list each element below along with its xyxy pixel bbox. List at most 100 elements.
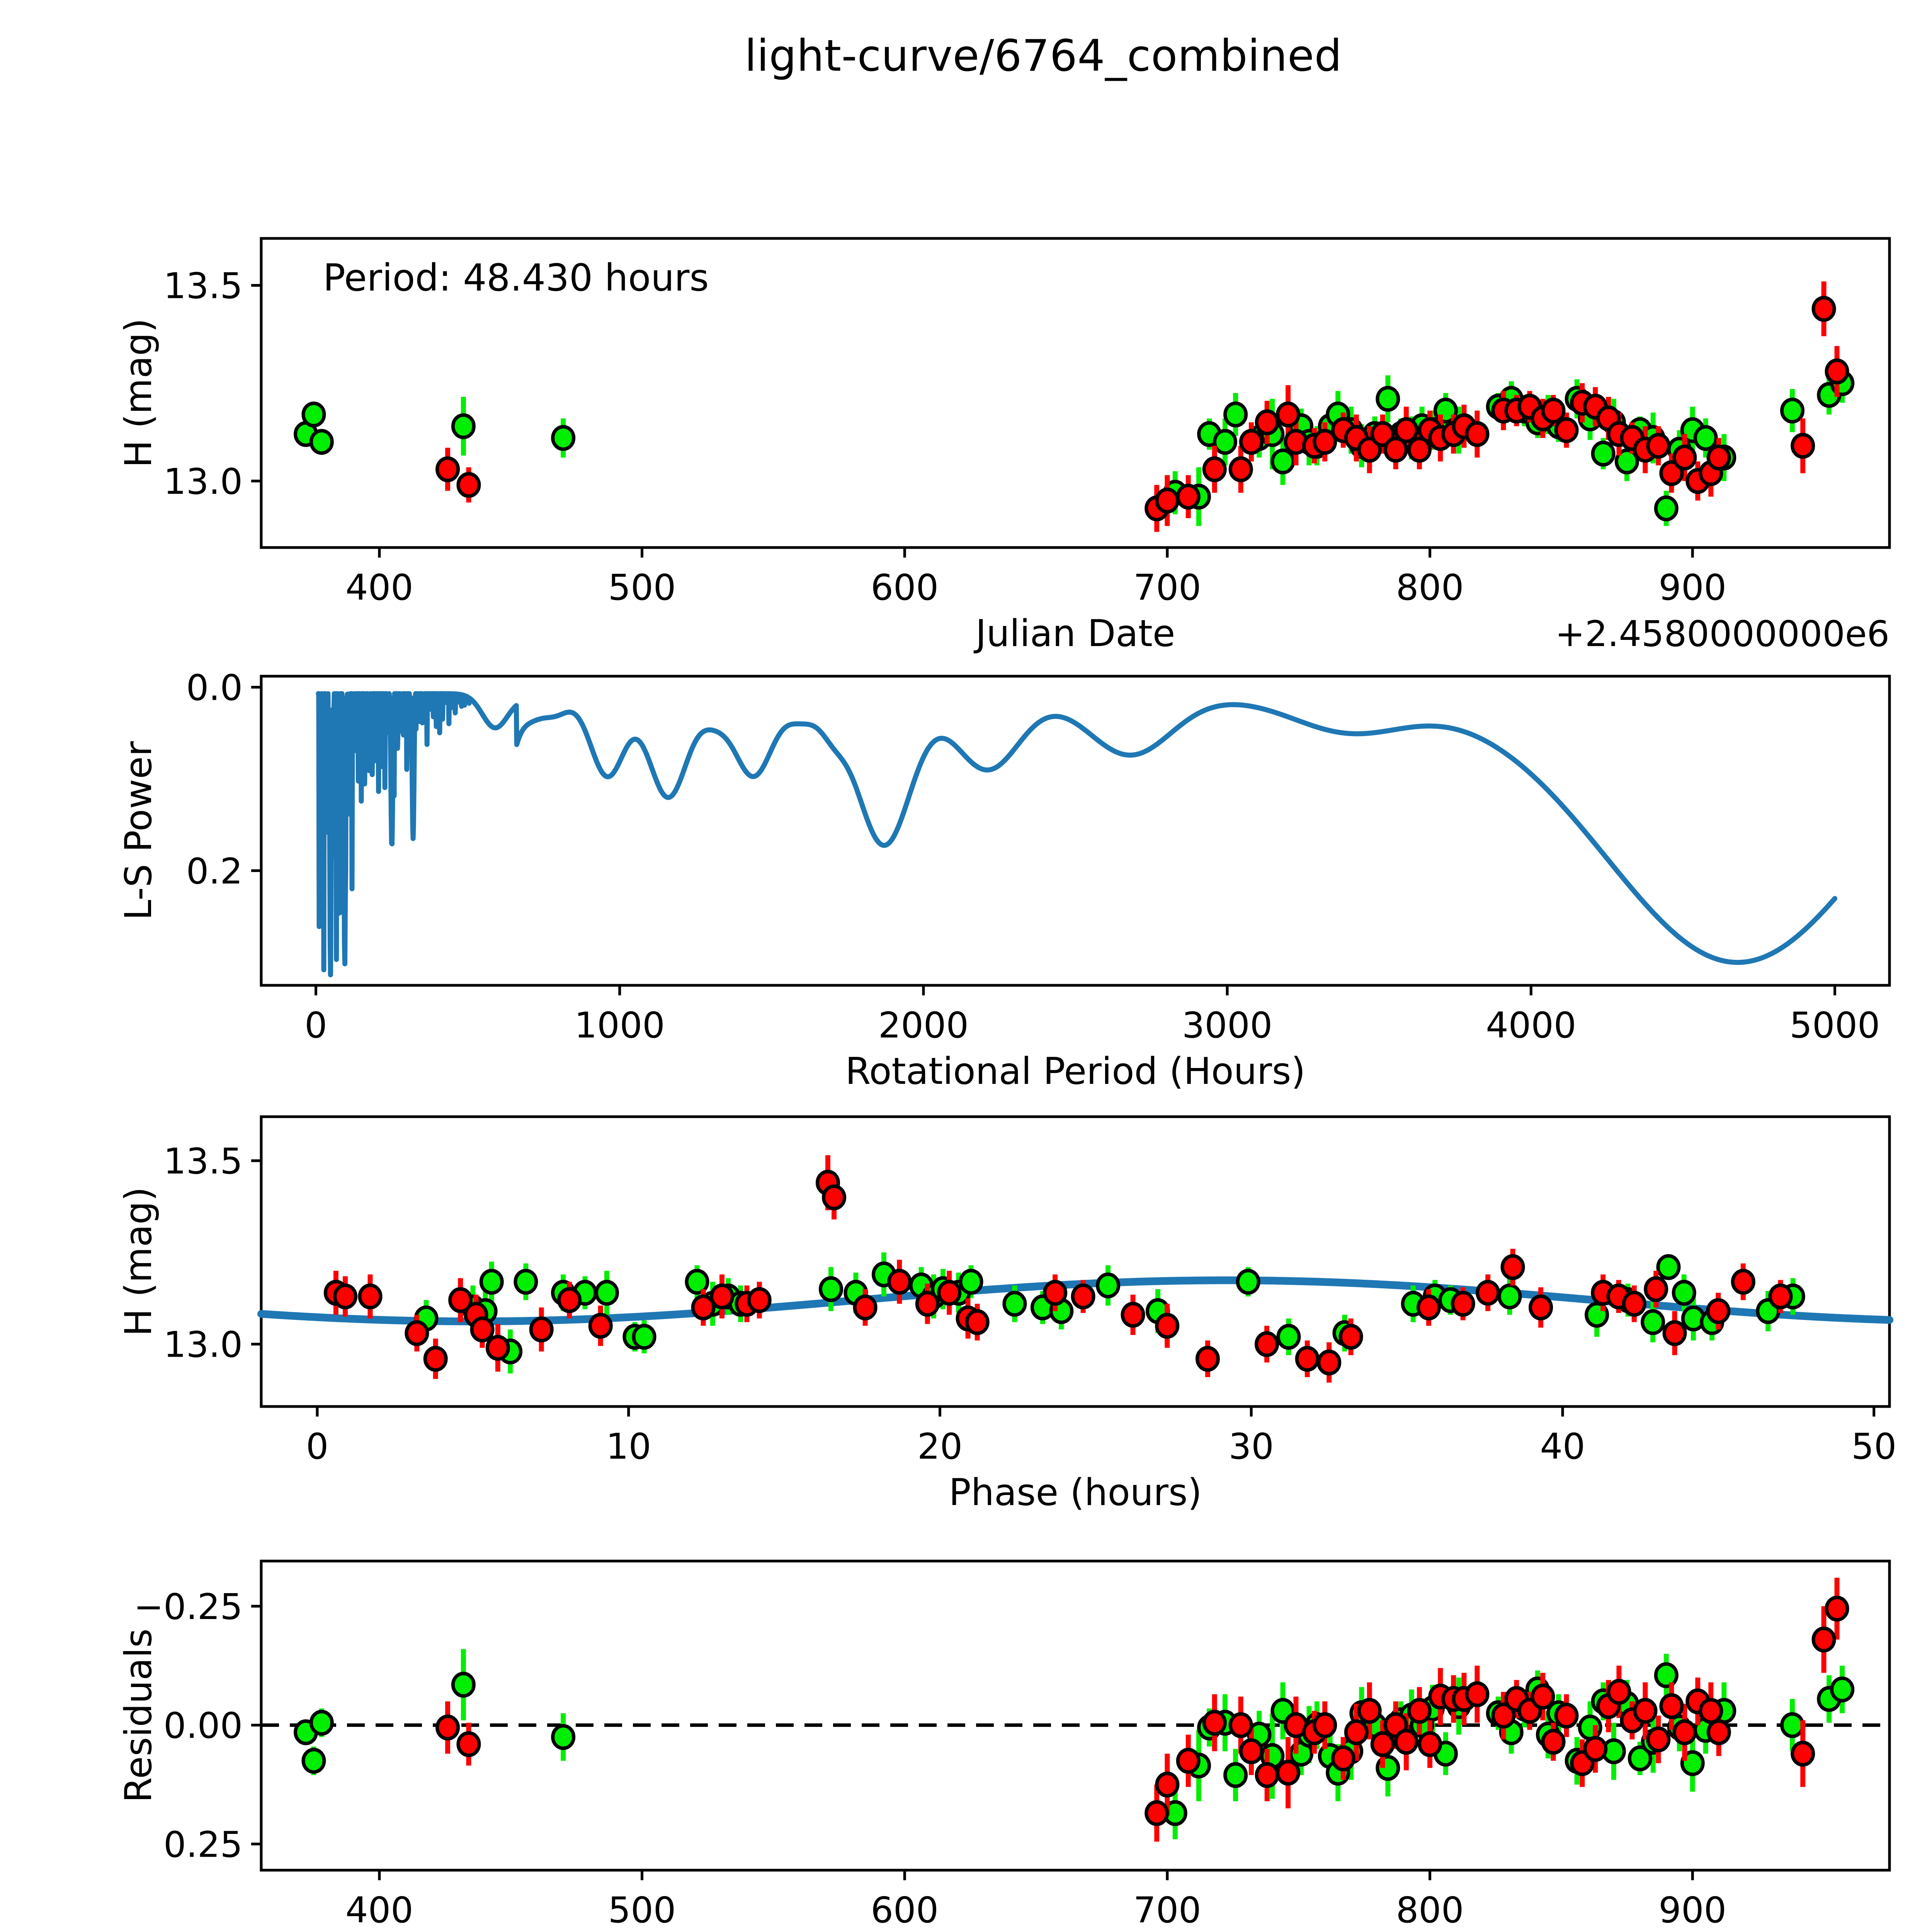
data-point [1541,398,1566,424]
data-point [1680,1750,1705,1776]
data-point [1255,1331,1279,1357]
phase-folded-panel: 0 10 20 30 40 50 13.5 13.0 Phase (hours) H (mag) [0,1101,1932,1546]
data-point [1451,1291,1475,1317]
data-point [1699,1698,1723,1724]
data-point [557,1287,582,1313]
data-point [1418,1731,1442,1757]
data-point [1043,1280,1068,1306]
data-point [1121,1302,1145,1328]
data-point [448,1287,473,1313]
data-point [1276,1760,1301,1786]
data-point [1270,448,1295,474]
data-point [1465,1681,1490,1708]
data-point [1394,1729,1418,1755]
data-point [915,1291,940,1317]
data-point [551,1724,576,1750]
data-point [451,413,476,439]
data-point [1331,1745,1355,1772]
data-point [1476,1280,1500,1306]
data-point [1145,1800,1169,1826]
data-series-red-filter [435,1578,1849,1842]
data-point [1529,1294,1553,1321]
data-point [1672,444,1697,471]
data-point [1646,1726,1671,1753]
data-point [1641,1309,1665,1335]
data-point [1531,1684,1555,1710]
x-tick-label: 600 [871,567,939,608]
data-point [1255,409,1279,435]
x-tick-label: 2000 [878,1005,969,1046]
data-point [1255,1762,1279,1788]
data-point [1195,1346,1220,1372]
data-point [309,429,334,455]
x-tick-label: 20 [917,1426,963,1467]
data-point [1583,1736,1608,1762]
data-point [423,1346,448,1372]
data-point [1628,1745,1652,1772]
period-annotation: Period: 48.430 hours [323,256,709,299]
data-point [1176,483,1201,510]
x-tick-label: 0 [304,1005,327,1046]
data-point [1591,440,1616,467]
x-axis-label: Phase (hours) [949,1471,1202,1514]
y-axis-label: Residuals [117,1629,160,1803]
data-point [1706,1298,1731,1324]
data-point [1662,1320,1687,1346]
data-point [1155,1771,1180,1798]
data-point [301,1748,326,1774]
data-point [1825,358,1849,384]
data-point [1213,429,1237,455]
y-tick-label: 13.0 [163,461,243,502]
data-point [1313,429,1337,455]
data-point [1276,401,1301,428]
data-point [1357,437,1382,463]
data-point [451,1672,476,1698]
data-point [1614,448,1639,474]
data-point [551,425,576,451]
x-tick-label: 900 [1658,567,1726,608]
axes-frame [260,675,1891,987]
data-point [937,1280,962,1306]
x-tick-label: 700 [1133,567,1201,608]
x-tick-label: 800 [1396,567,1464,608]
axes-frame [260,1560,1891,1872]
data-point [333,1283,358,1310]
data-point [1554,1702,1579,1729]
x-tick-label: 50 [1851,1426,1896,1467]
x-tick-label: 40 [1540,1426,1585,1467]
y-tick-label: 13.5 [163,265,243,307]
y-tick-label: 13.5 [163,1141,243,1182]
data-point [1607,1679,1631,1705]
data-point [1344,1719,1369,1745]
data-point [965,1309,990,1335]
data-point [1236,1269,1260,1295]
data-point [709,1283,734,1310]
x-tick-label: 5000 [1789,1005,1880,1046]
y-tick-label: 0.2 [186,850,243,892]
data-point [691,1294,716,1321]
data-point [301,401,326,428]
x-tick-label: 500 [608,1889,676,1931]
data-point [822,1184,847,1211]
x-tick-label: 400 [345,567,413,608]
data-point [1465,421,1490,447]
data-point [1407,1698,1432,1724]
x-axis-offset-label: +2.4580000000e6 [1555,613,1889,655]
data-point [1693,425,1718,451]
data-point [1811,296,1836,322]
x-tick-label: 0 [306,1426,329,1467]
data-point [1654,495,1679,522]
data-point [435,456,460,482]
data-point [1276,1324,1301,1350]
data-point [1706,1719,1731,1745]
data-point [1672,1280,1696,1306]
data-point [1155,1313,1180,1339]
y-tick-label: −0.25 [134,1586,243,1628]
data-point [1228,456,1253,482]
data-point [1780,1712,1805,1738]
data-series-red-filter [323,1155,1793,1383]
x-tick-label: 500 [608,567,676,608]
data-point [1491,1702,1516,1729]
